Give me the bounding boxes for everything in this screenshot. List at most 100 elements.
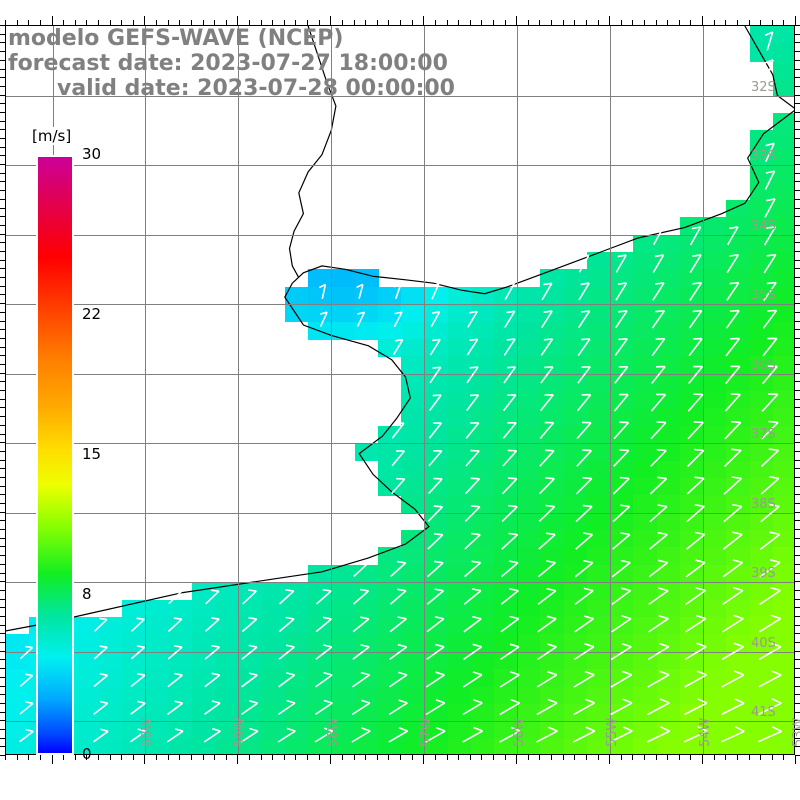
wind-arrow xyxy=(93,673,109,688)
wind-arrow xyxy=(724,393,741,412)
wind-arrow xyxy=(504,282,515,301)
field-cell xyxy=(703,460,728,479)
tick xyxy=(795,424,800,426)
tick xyxy=(795,42,800,44)
field-cell xyxy=(401,356,425,375)
field-cell xyxy=(424,373,449,392)
colorbar-tick: 15 xyxy=(82,445,102,463)
field-cell xyxy=(633,425,658,444)
tick xyxy=(609,16,611,25)
field-cell xyxy=(122,703,147,723)
wind-arrow xyxy=(167,617,183,632)
field-cell xyxy=(470,738,495,754)
field-cell xyxy=(586,651,611,670)
field-cell xyxy=(122,617,147,636)
wind-arrow xyxy=(389,643,408,660)
wind-arrow xyxy=(615,254,627,273)
field-cell xyxy=(215,617,240,636)
field-cell xyxy=(261,651,286,670)
wind-arrow xyxy=(689,254,702,274)
field-cell xyxy=(586,617,611,636)
wind-arrow xyxy=(429,394,442,411)
field-cell xyxy=(308,651,333,670)
field-cell xyxy=(168,599,193,618)
tick xyxy=(644,20,645,25)
tick xyxy=(179,755,181,760)
wind-arrow xyxy=(19,645,34,660)
wind-arrow xyxy=(574,559,594,578)
field-cell xyxy=(749,425,774,444)
field-cell xyxy=(517,408,542,427)
lat-tick-label: 36S xyxy=(751,357,776,373)
field-cell xyxy=(401,686,425,705)
wind-arrow xyxy=(684,670,707,688)
tick xyxy=(0,720,5,722)
tick xyxy=(0,85,5,87)
field-cell xyxy=(493,651,518,670)
field-cell xyxy=(679,634,704,653)
field-cell xyxy=(703,634,728,653)
tick xyxy=(0,520,5,522)
field-cell xyxy=(517,321,542,340)
field-cell xyxy=(401,634,425,653)
tick xyxy=(795,294,800,296)
tick xyxy=(0,320,5,322)
field-cell xyxy=(633,686,658,705)
field-cell xyxy=(586,338,611,358)
tick xyxy=(795,390,800,391)
field-cell xyxy=(749,564,774,583)
tick xyxy=(748,755,750,760)
field-cell xyxy=(656,234,681,253)
wind-arrow xyxy=(652,254,665,273)
field-cell xyxy=(610,286,635,305)
field-cell xyxy=(377,460,402,479)
field-cell xyxy=(238,703,263,723)
tick xyxy=(504,20,506,25)
field-cell xyxy=(284,599,309,618)
wind-arrow xyxy=(392,338,404,356)
wind-arrow xyxy=(648,587,669,606)
field-cell xyxy=(749,356,774,375)
field-cell xyxy=(633,373,658,392)
field-cell xyxy=(726,495,751,514)
tick xyxy=(795,659,800,661)
wind-arrow xyxy=(613,449,630,467)
field-cell xyxy=(122,651,147,670)
tick xyxy=(0,642,5,643)
field-cell xyxy=(772,130,794,149)
tick xyxy=(121,20,123,25)
field-cell xyxy=(215,686,240,705)
tick xyxy=(0,503,5,504)
field-cell xyxy=(308,286,333,305)
wind-arrow xyxy=(650,421,667,440)
tick xyxy=(795,198,800,200)
tick xyxy=(795,563,800,565)
field-cell xyxy=(772,43,794,62)
field-cell xyxy=(493,321,518,340)
wind-arrow xyxy=(502,394,517,412)
field-cell xyxy=(772,147,794,166)
field-cell xyxy=(470,373,495,392)
field-cell xyxy=(586,495,611,514)
field-cell xyxy=(517,651,542,670)
wind-arrow xyxy=(500,588,519,605)
field-cell xyxy=(6,721,30,740)
field-cell xyxy=(586,477,611,497)
field-cell xyxy=(679,495,704,514)
field-cell xyxy=(424,321,449,340)
tick xyxy=(0,268,5,270)
wind-arrow xyxy=(315,644,333,660)
wind-arrow xyxy=(464,532,481,550)
wind-arrow xyxy=(279,589,295,605)
wind-arrow xyxy=(130,645,146,660)
field-cell xyxy=(703,217,728,236)
field-cell xyxy=(610,564,635,583)
wind-arrow xyxy=(760,476,780,495)
wind-arrow xyxy=(500,643,520,661)
field-cell xyxy=(168,651,193,670)
field-cell xyxy=(191,651,216,670)
tick xyxy=(795,485,800,487)
wind-arrow xyxy=(167,672,183,688)
wind-arrow xyxy=(536,643,557,661)
field-cell xyxy=(563,304,588,323)
